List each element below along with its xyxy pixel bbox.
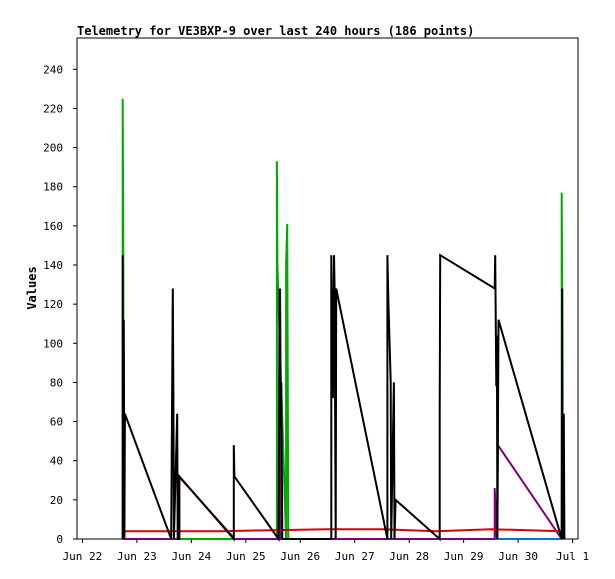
plot-area-frame [76, 37, 579, 540]
x-tick-label: Jun 25 [226, 550, 266, 563]
y-tick-label: 20 [50, 494, 63, 507]
x-tick-label: Jun 27 [335, 550, 375, 563]
y-tick-label: 200 [43, 142, 63, 155]
y-axis: 0 20 40 60 80 100 120 140 160 180 200 220 240 [43, 63, 77, 546]
y-axis-label: Values [25, 266, 39, 309]
y-tick-label: 80 [50, 376, 63, 389]
y-tick-label: 240 [43, 63, 63, 76]
chart-title: Telemetry for VE3BXP-9 over last 240 hou… [77, 24, 474, 38]
x-tick-label: Jun 30 [498, 550, 538, 563]
x-tick-label: Jun 22 [63, 550, 103, 563]
y-tick-label: 0 [56, 533, 63, 546]
y-tick-label: 100 [43, 337, 63, 350]
y-tick-label: 40 [50, 455, 63, 468]
y-tick-label: 220 [43, 102, 63, 115]
x-axis: Jun 22 Jun 23 Jun 24 Jun 25 Jun 26 Jun 27 Jun … [63, 539, 589, 563]
x-tick-label: Jul 1 [556, 550, 589, 563]
x-tick-label: Jun 23 [117, 550, 157, 563]
x-tick-label: Jun 24 [171, 550, 211, 563]
series-line-5 [121, 253, 566, 543]
y-tick-label: 120 [43, 298, 63, 311]
x-tick-label: Jun 29 [444, 550, 484, 563]
y-tick-label: 140 [43, 259, 63, 272]
y-tick-label: 180 [43, 181, 63, 194]
y-tick-label: 60 [50, 416, 63, 429]
x-tick-label: Jun 26 [280, 550, 320, 563]
series-line-3 [122, 528, 562, 533]
series-layer [121, 98, 566, 543]
x-tick-label: Jun 28 [389, 550, 429, 563]
y-tick-label: 160 [43, 220, 63, 233]
